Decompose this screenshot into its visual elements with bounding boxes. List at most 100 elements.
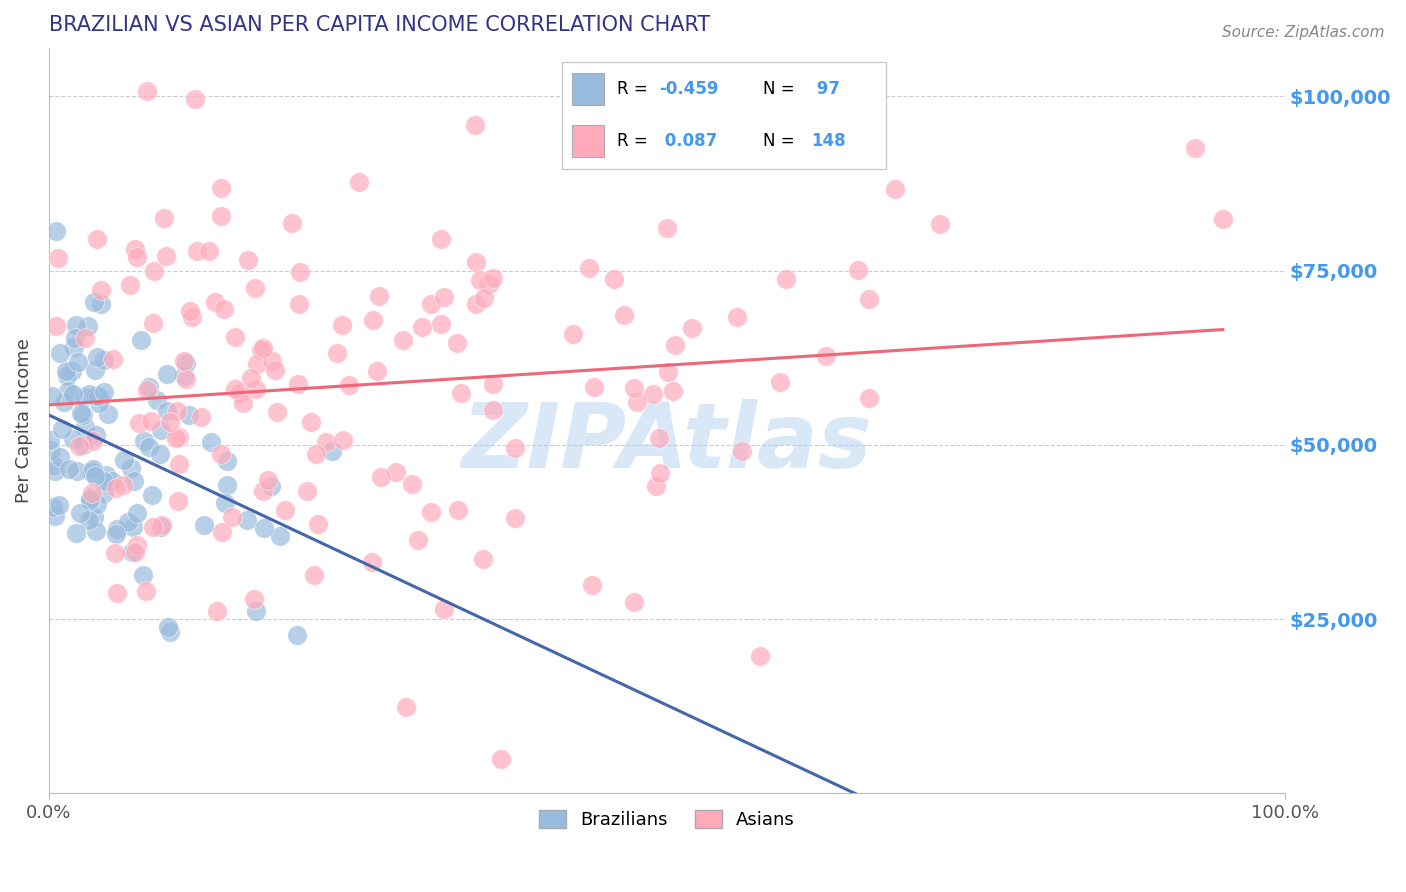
Point (60, 364, 83, 378)
Text: 0.087: 0.087 (659, 132, 717, 150)
Point (149, 520, 172, 534)
Point (118, 278, 141, 293)
Point (65, 526, 87, 541)
Point (858, 293, 880, 307)
Point (368, 289, 391, 303)
Point (846, 263, 869, 277)
Point (252, 341, 274, 355)
Point (299, 415, 322, 429)
Point (200, 435, 222, 450)
Point (321, 444, 343, 458)
Point (89, 391, 111, 405)
Point (156, 403, 179, 417)
Text: N =: N = (763, 132, 800, 150)
Point (117, 516, 139, 530)
Point (245, 382, 267, 396)
Text: 148: 148 (811, 132, 846, 150)
Point (150, 518, 173, 533)
Point (366, 364, 388, 378)
Point (245, 281, 267, 295)
Point (44, 508, 66, 523)
Point (142, 520, 165, 534)
Point (465, 255, 488, 269)
Point (150, 423, 173, 437)
Point (269, 529, 291, 543)
Point (75, 331, 97, 345)
Point (731, 444, 754, 458)
Point (156, 367, 179, 381)
Point (82, 461, 104, 475)
Point (44, 464, 66, 478)
Point (221, 510, 243, 524)
Point (204, 294, 226, 309)
Point (86, 231, 108, 245)
Point (120, 460, 142, 475)
Point (157, 620, 180, 634)
Text: 97: 97 (811, 80, 841, 98)
Point (240, 370, 263, 384)
Point (134, 434, 156, 448)
Point (581, 578, 603, 592)
Point (224, 382, 246, 396)
Point (66, 464, 89, 478)
Point (179, 304, 201, 318)
Point (198, 244, 221, 258)
Point (124, 242, 146, 256)
Point (361, 555, 384, 569)
Point (142, 316, 165, 330)
Point (87, 396, 110, 410)
Point (48, 450, 70, 465)
Point (166, 494, 188, 508)
Point (447, 503, 470, 517)
Point (73, 419, 96, 434)
Point (262, 353, 284, 368)
Point (177, 408, 200, 422)
Point (626, 395, 648, 409)
Point (211, 524, 233, 539)
Point (472, 552, 495, 566)
Point (287, 628, 309, 642)
Bar (572, 73, 605, 105)
Point (325, 345, 347, 359)
Point (465, 296, 488, 310)
Point (83, 509, 105, 524)
Point (482, 270, 505, 285)
Point (236, 513, 259, 527)
Point (287, 296, 309, 310)
Point (77, 513, 100, 527)
Point (174, 356, 197, 370)
Point (224, 329, 246, 343)
Point (148, 447, 170, 461)
Point (90, 283, 112, 297)
Point (406, 533, 429, 547)
Point (394, 699, 416, 714)
Point (478, 277, 501, 291)
Point (49, 346, 72, 360)
Point (79, 491, 101, 506)
Point (725, 310, 748, 324)
Point (127, 538, 149, 552)
Point (138, 441, 160, 455)
Point (641, 386, 664, 401)
Point (252, 483, 274, 498)
Point (464, 119, 486, 133)
Point (231, 395, 253, 409)
Point (482, 376, 505, 391)
Point (135, 84, 157, 98)
Point (470, 273, 492, 287)
Point (287, 377, 309, 392)
Point (84, 389, 107, 403)
Point (141, 414, 163, 428)
Point (361, 313, 384, 327)
Point (58, 384, 80, 398)
Point (657, 220, 679, 235)
Point (603, 272, 626, 286)
Y-axis label: Per Capita Income: Per Capita Income (15, 338, 32, 503)
Text: ZIPAtlas: ZIPAtlas (461, 399, 872, 487)
Point (385, 465, 408, 479)
Point (419, 296, 441, 310)
Text: R =: R = (617, 132, 654, 150)
Point (86, 428, 108, 442)
Point (101, 475, 124, 489)
Point (105, 586, 128, 600)
